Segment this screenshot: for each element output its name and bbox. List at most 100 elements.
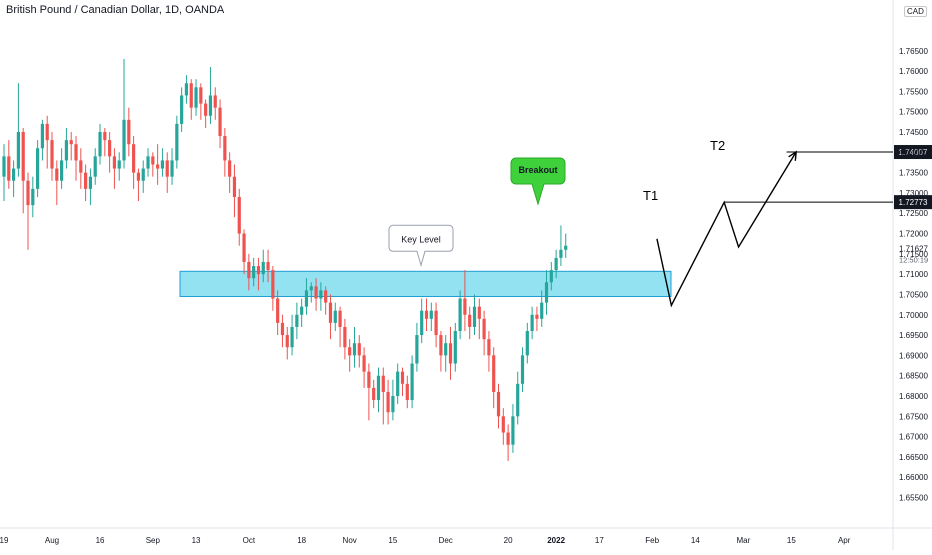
candle-body	[7, 156, 11, 181]
price-tick-label: 1.76500	[899, 47, 928, 56]
candle-body	[530, 314, 534, 332]
candle-body	[36, 148, 40, 189]
breakout-label: Breakout	[518, 165, 557, 175]
candle-body	[122, 119, 126, 161]
candle-body	[458, 298, 462, 332]
candle-body	[84, 172, 88, 189]
candle-body	[540, 302, 544, 319]
candle-body	[410, 363, 414, 401]
price-tick-label: 1.72500	[899, 209, 928, 218]
target-label-t2: T2	[710, 138, 725, 153]
price-axis[interactable]: 1.72773 1.74007 1.65500 1.66000 1.66500 1.670…	[894, 47, 932, 503]
candle-body	[189, 83, 193, 108]
candle-body	[324, 290, 328, 303]
candle-body	[132, 144, 136, 173]
time-axis[interactable]: 19 Aug 16 Sep 13 Oct 18 Nov 15 Dec 20 2022 17 Feb 14 Ma…	[0, 536, 851, 545]
time-tick-label: 15	[388, 536, 397, 545]
candle-body	[506, 432, 510, 445]
price-tick-label: 1.67000	[899, 433, 928, 442]
breakout-callout	[510, 157, 566, 206]
price-tick-label: 1.68500	[899, 372, 928, 381]
candle-body	[74, 144, 78, 161]
candle-body	[280, 322, 285, 336]
price-tick-label: 1.73500	[899, 169, 928, 178]
candle-body	[218, 107, 222, 137]
candle-body	[314, 286, 318, 299]
key-level-zone[interactable]: Key Level	[179, 224, 672, 297]
time-tick-label: Nov	[343, 536, 357, 545]
time-tick-label: Dec	[439, 536, 453, 545]
time-tick-label: 19	[0, 536, 9, 545]
candle-body	[141, 168, 145, 181]
candle-body	[50, 140, 54, 169]
time-tick-label: 14	[691, 536, 700, 545]
projection-path[interactable]	[656, 151, 797, 308]
candle-body	[516, 383, 520, 417]
candle-body	[21, 132, 25, 181]
candle-body	[424, 310, 429, 319]
candle-body	[256, 266, 261, 275]
candle-body	[204, 103, 208, 116]
candle-body	[213, 95, 217, 108]
candle-body	[352, 343, 357, 356]
candle-body	[343, 326, 347, 348]
candle-body	[415, 335, 419, 364]
candle-body	[146, 156, 150, 169]
candle-body	[276, 298, 280, 323]
candle-body	[165, 160, 169, 177]
candle-body	[376, 375, 381, 401]
candle-body	[290, 326, 294, 348]
candle-body	[242, 233, 246, 262]
time-tick-label: 15	[787, 536, 796, 545]
candle-body	[420, 310, 424, 336]
candle-body	[372, 387, 376, 401]
candle-body	[271, 270, 275, 299]
candle-body	[40, 123, 45, 149]
time-tick-label: Mar	[736, 536, 750, 545]
price-tick-label: 1.75500	[899, 87, 928, 96]
price-tick-label: 1.69500	[899, 331, 928, 340]
candle-body	[520, 355, 525, 384]
candle-body	[151, 156, 155, 165]
candle-body	[328, 302, 333, 323]
candle-body	[463, 298, 467, 315]
candle-body	[453, 331, 457, 364]
candle-body	[367, 371, 371, 388]
candle-body	[549, 270, 553, 283]
candle-body	[98, 132, 102, 157]
candle-body	[156, 164, 160, 169]
candle-body	[103, 132, 107, 141]
candle-body	[405, 383, 409, 401]
key-level-zone-rect[interactable]	[179, 270, 672, 297]
candle-body	[348, 347, 352, 356]
price-tick-label: 1.76000	[899, 67, 928, 76]
candle-body	[429, 310, 433, 319]
candle-body	[492, 355, 496, 392]
candle-body	[252, 266, 256, 279]
candle-body	[26, 180, 30, 206]
candle-body	[108, 140, 112, 157]
price-tick-label: 1.67500	[899, 412, 928, 421]
bar-countdown-label: 12:50:19	[899, 256, 928, 265]
candle-body	[223, 136, 227, 161]
price-tick-label: 1.74000	[899, 148, 928, 157]
candle-body	[496, 391, 501, 417]
candle-body	[400, 371, 405, 384]
candle-body	[477, 306, 481, 319]
candle-body	[434, 310, 438, 336]
target-price-badge-t2	[894, 145, 932, 160]
candle-body	[64, 140, 69, 161]
candle-body	[554, 257, 558, 271]
candle-body	[362, 355, 366, 372]
key-level-label: Key Level	[401, 234, 441, 244]
candle-body	[535, 314, 539, 319]
price-tick-label: 1.70000	[899, 311, 928, 320]
projection-layer[interactable]: Breakout T1 T2	[510, 138, 893, 308]
candle-body	[16, 132, 21, 169]
candle-body	[300, 306, 304, 315]
candle-body	[396, 371, 400, 396]
currency-selector[interactable]: CAD	[904, 6, 927, 17]
projection-arrowhead	[788, 150, 798, 161]
